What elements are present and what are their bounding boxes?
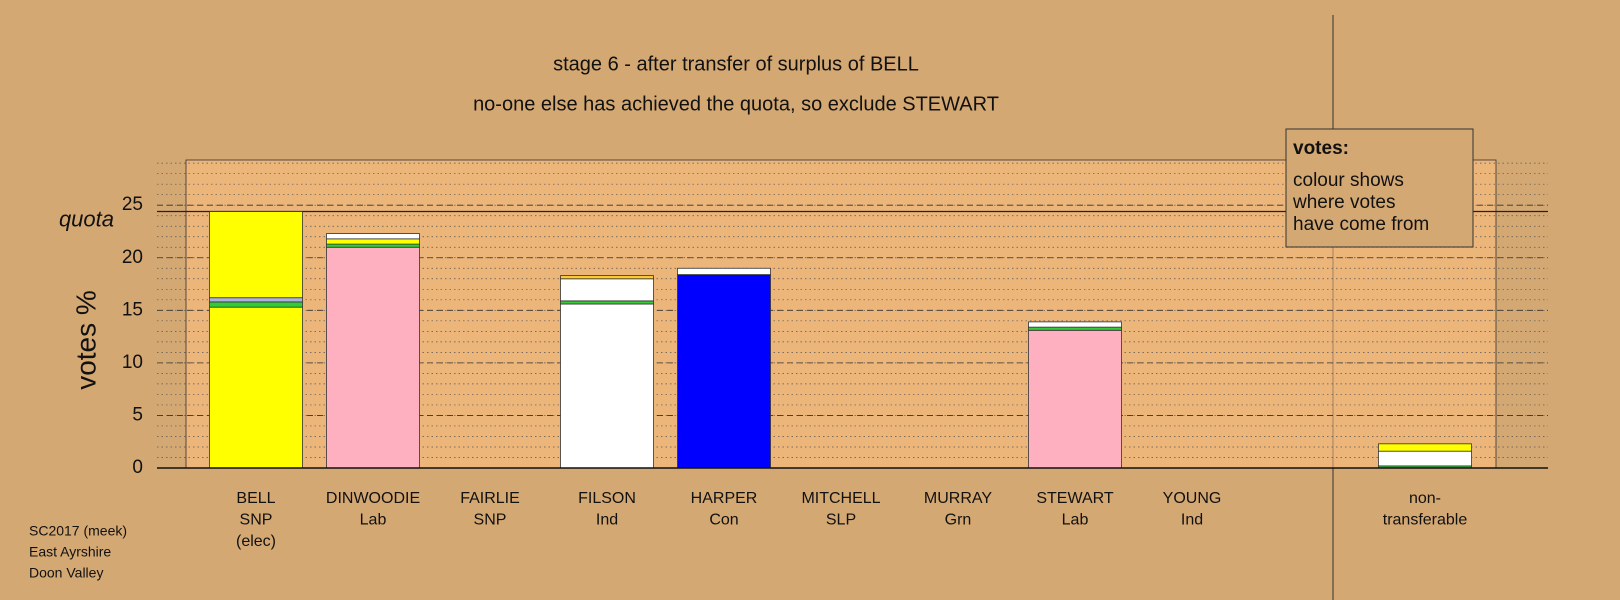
bar-segment: [1028, 326, 1122, 331]
bar-segment: [326, 246, 420, 469]
bar-segment: [560, 278, 654, 302]
x-tick-label: SNP: [240, 512, 273, 529]
bar-segment: [326, 233, 420, 240]
chart-title: stage 6 - after transfer of surplus of B…: [553, 53, 919, 75]
bar-segment: [677, 274, 771, 469]
x-tick-label: BELL: [236, 490, 275, 507]
bar-segment: [326, 238, 420, 245]
bar-segment: [677, 267, 771, 275]
legend-line: where votes: [1292, 192, 1395, 213]
y-axis-label: votes %: [70, 290, 101, 390]
y-tick-label: 10: [122, 352, 143, 373]
x-tick-label: FAIRLIE: [460, 490, 520, 507]
bar-segment: [209, 306, 303, 469]
chart-subtitle: no-one else has achieved the quota, so e…: [473, 93, 999, 115]
x-tick-label: Lab: [1062, 512, 1089, 529]
legend-line: have come from: [1293, 214, 1429, 235]
x-tick-label: Ind: [1181, 512, 1203, 529]
y-tick-label: 5: [132, 404, 143, 425]
y-tick-label: 15: [122, 299, 143, 320]
x-tick-label: Ind: [596, 512, 618, 529]
bar-segment: [1378, 443, 1472, 452]
footer-text: SC2017 (meek): [29, 523, 127, 539]
x-tick-label: FILSON: [578, 490, 636, 507]
footer-text: East Ayrshire: [29, 544, 111, 560]
y-tick-label: 25: [122, 194, 143, 215]
bar-segment: [1028, 329, 1122, 469]
x-tick-label: Con: [709, 512, 738, 529]
x-tick-label: YOUNG: [1163, 490, 1222, 507]
bar-segment: [560, 300, 654, 305]
x-tick-label: SNP: [474, 512, 507, 529]
legend-frame: [1285, 128, 1474, 248]
bar-segment: [209, 211, 303, 299]
x-tick-label: STEWART: [1036, 490, 1114, 507]
x-tick-label: transferable: [1383, 512, 1468, 529]
x-tick-label: SLP: [826, 512, 856, 529]
y-tick-label: 20: [122, 247, 143, 268]
x-tick-label: MURRAY: [924, 490, 992, 507]
legend-line: colour shows: [1293, 170, 1404, 191]
bar-segment: [209, 297, 303, 303]
bar-segment: [326, 243, 420, 248]
bar-segment: [560, 275, 654, 280]
x-tick-label: MITCHELL: [801, 490, 880, 507]
x-tick-label: Grn: [945, 512, 972, 529]
x-tick-label: Lab: [360, 512, 387, 529]
y-tick-label: 0: [132, 457, 143, 478]
x-tick-label: (elec): [236, 533, 276, 550]
bar-segment: [209, 301, 303, 308]
bar-segment: [1028, 321, 1122, 328]
bar-segment: [1378, 450, 1472, 467]
legend-box: votes: colour shows where votes have com…: [1285, 128, 1474, 248]
quota-label: quota: [59, 206, 114, 231]
legend-heading: votes:: [1293, 138, 1349, 159]
bar-segment: [560, 303, 654, 469]
x-tick-label: DINWOODIE: [326, 490, 420, 507]
footer-text: Doon Valley: [29, 565, 103, 581]
x-tick-label: non-: [1409, 490, 1441, 507]
x-tick-label: HARPER: [691, 490, 758, 507]
